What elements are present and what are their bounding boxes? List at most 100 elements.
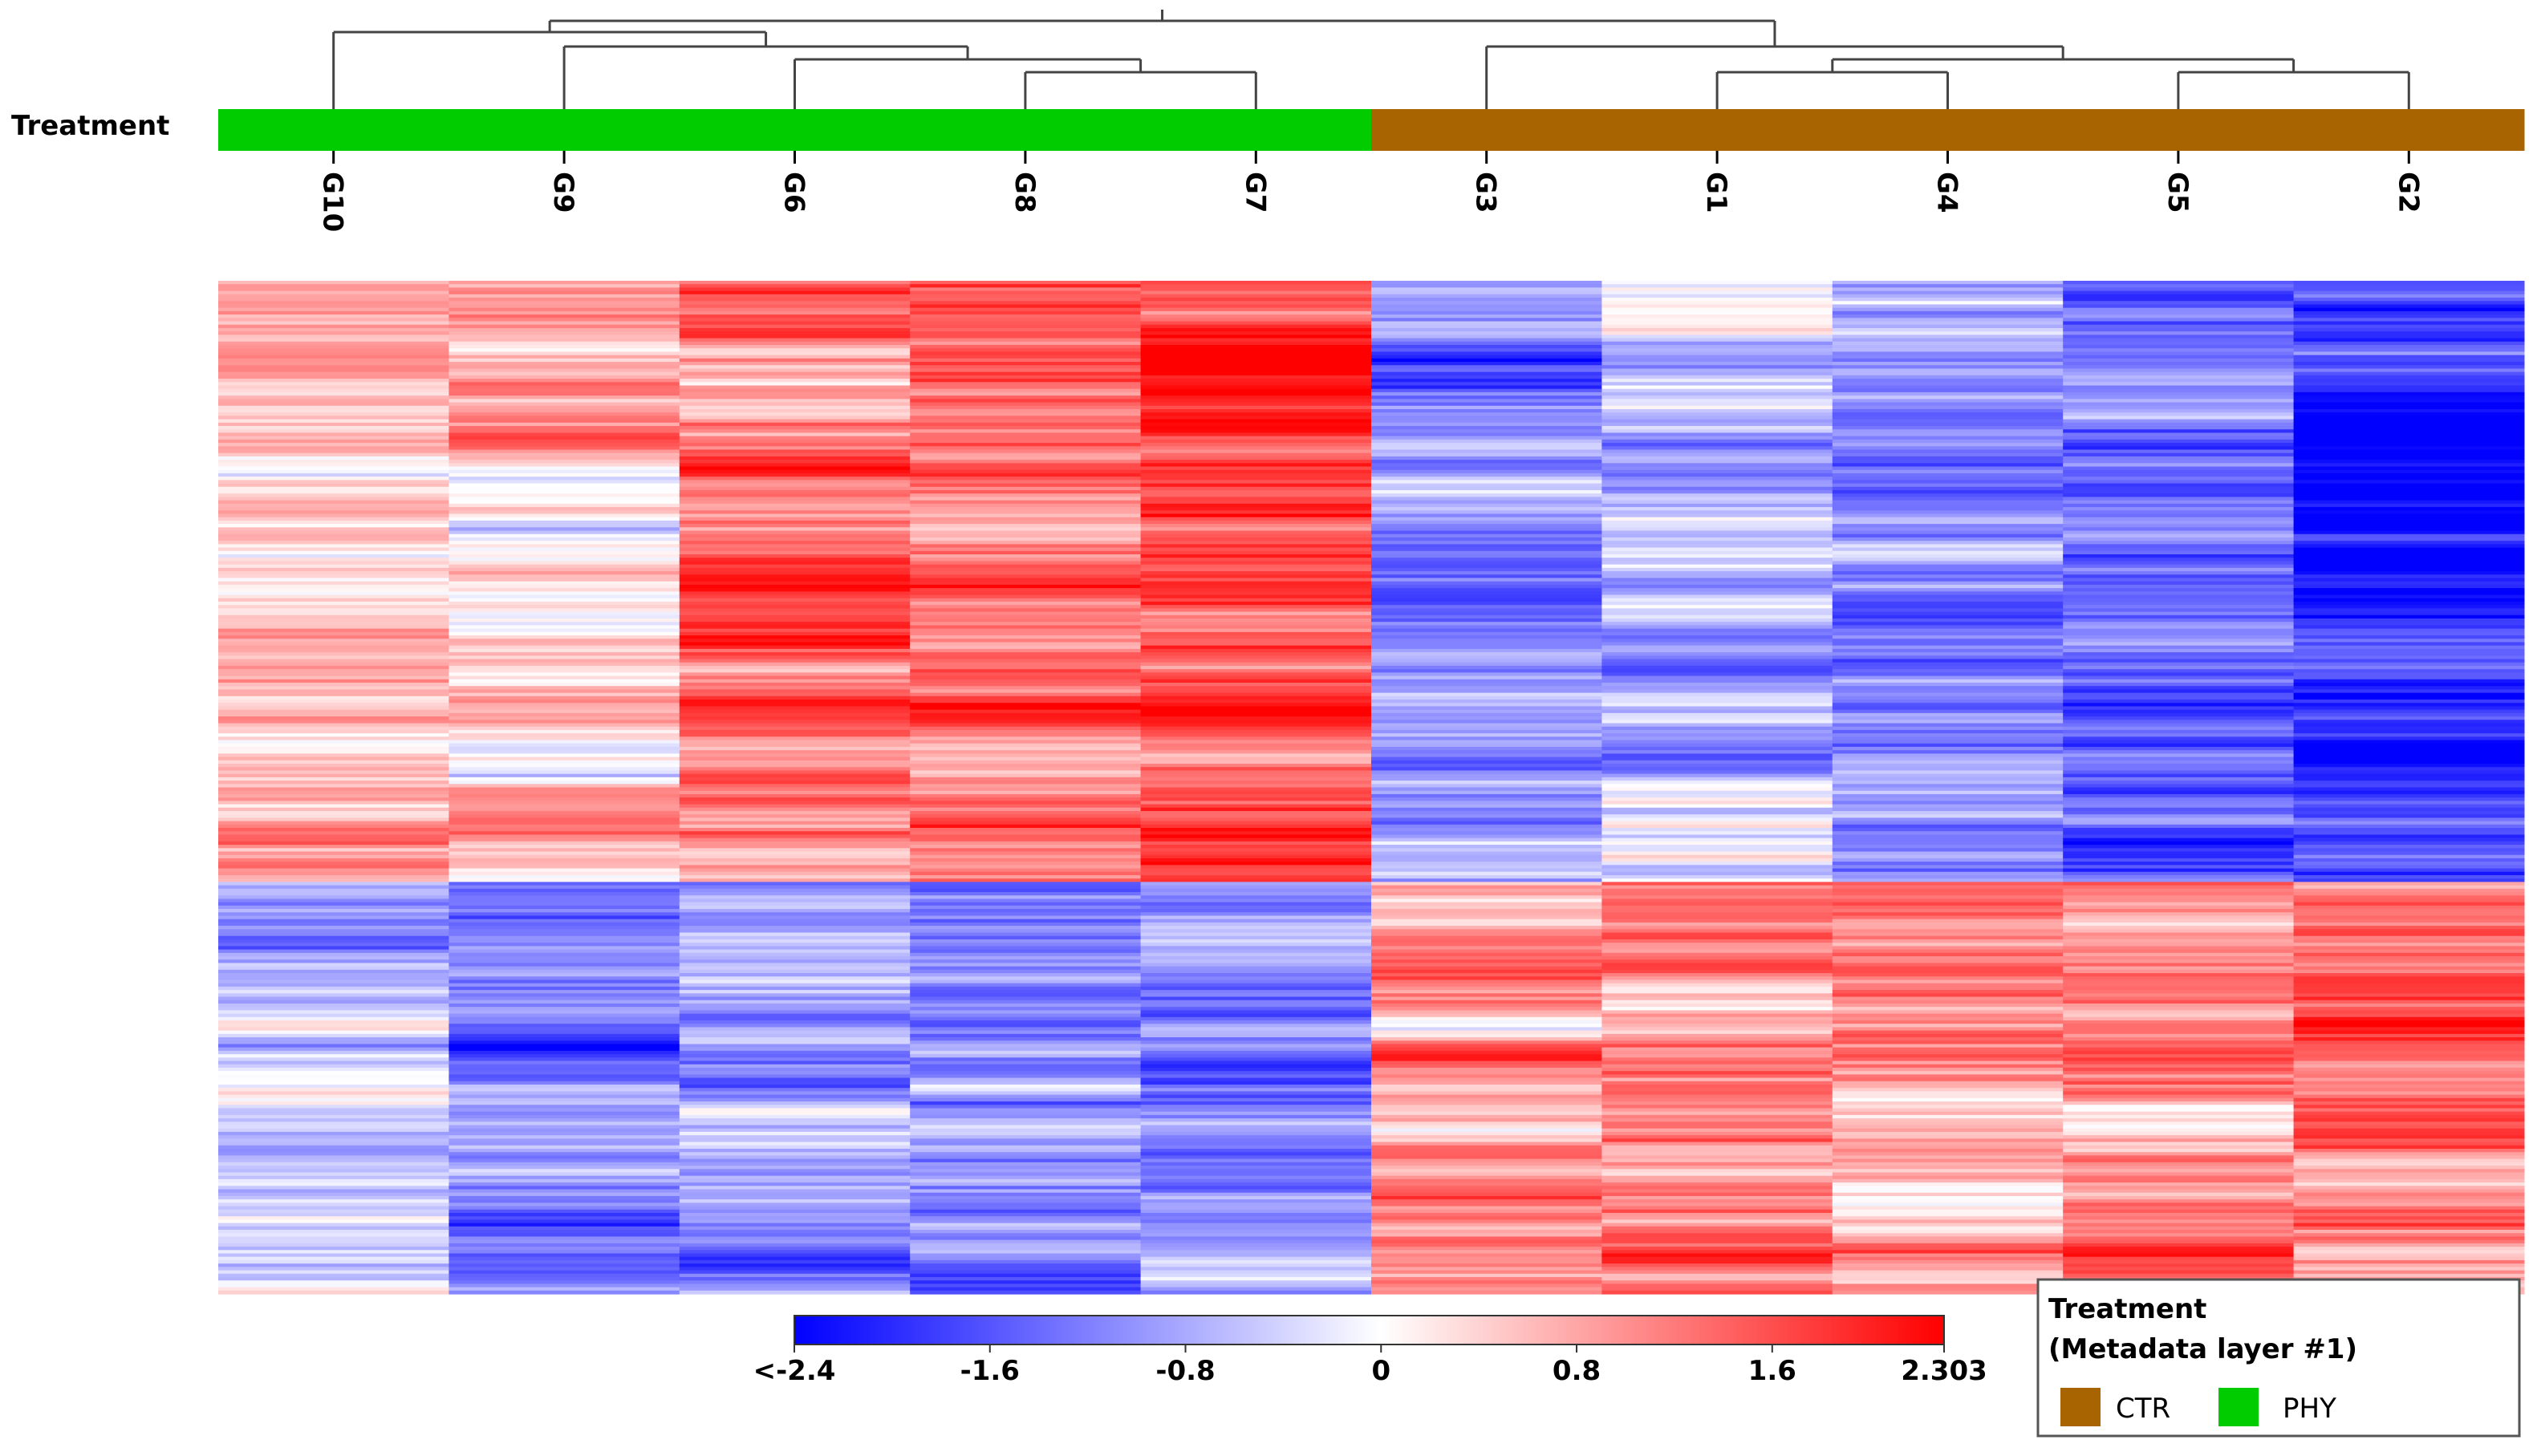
heatmap-cell <box>449 648 680 653</box>
heatmap-cell <box>218 854 449 859</box>
heatmap-cell <box>2293 790 2525 795</box>
heatmap-cell <box>1371 324 1602 329</box>
heatmap-cell <box>2293 318 2525 322</box>
heatmap-cell <box>2293 341 2525 346</box>
heatmap-cell <box>1371 507 1602 511</box>
heatmap-cell <box>910 513 1142 518</box>
heatmap-cell <box>1140 1081 1372 1085</box>
heatmap-cell <box>1832 652 2064 656</box>
heatmap-cell <box>1601 1128 1833 1133</box>
heatmap-cell <box>1140 1111 1372 1116</box>
heatmap-cell <box>2063 922 2295 927</box>
heatmap-cell <box>2063 1037 2295 1041</box>
heatmap-cell <box>1140 862 1372 866</box>
heatmap-cell <box>2063 472 2295 477</box>
heatmap-cell <box>910 672 1142 677</box>
heatmap-cell <box>2293 601 2525 606</box>
heatmap-cell <box>1601 412 1833 416</box>
heatmap-cell <box>1601 959 1833 964</box>
heatmap-cell <box>2293 1010 2525 1015</box>
heatmap-cell <box>1371 314 1602 318</box>
heatmap-cell <box>218 1094 449 1099</box>
heatmap-cell <box>2293 828 2525 832</box>
heatmap-cell <box>218 845 449 849</box>
heatmap-cell <box>2063 1094 2295 1099</box>
heatmap-cell <box>1832 996 2064 1001</box>
heatmap-cell <box>1140 1050 1372 1055</box>
heatmap-cell <box>1601 672 1833 677</box>
heatmap-cell <box>218 973 449 977</box>
heatmap-cell <box>910 746 1142 751</box>
heatmap-cell <box>910 1263 1142 1267</box>
heatmap-cell <box>2293 1223 2525 1227</box>
heatmap-cell <box>1371 452 1602 457</box>
heatmap-cell <box>910 335 1142 339</box>
heatmap-cell <box>1140 1000 1372 1004</box>
heatmap-cell <box>1371 1216 1602 1220</box>
heatmap-cell <box>679 1284 911 1288</box>
heatmap-cell <box>679 1263 911 1267</box>
heatmap-cell <box>679 584 911 589</box>
heatmap-cell <box>1140 1206 1372 1211</box>
heatmap-cell <box>2063 743 2295 748</box>
heatmap-cell <box>449 605 680 609</box>
heatmap-cell <box>1140 642 1372 647</box>
heatmap-cell <box>910 1131 1142 1136</box>
heatmap-cell <box>1371 1239 1602 1244</box>
heatmap-cell <box>2063 1071 2295 1075</box>
heatmap-cell <box>1371 544 1602 549</box>
heatmap-cell <box>449 513 680 518</box>
heatmap-cell <box>1371 581 1602 586</box>
heatmap-cell <box>218 828 449 832</box>
heatmap-cell <box>2293 1162 2525 1166</box>
heatmap-cell <box>2063 1226 2295 1231</box>
heatmap-cell <box>1601 537 1833 541</box>
heatmap-cell <box>1601 1027 1833 1032</box>
heatmap-cell <box>218 408 449 413</box>
heatmap-cell <box>910 777 1142 781</box>
heatmap-cell <box>1140 338 1372 343</box>
heatmap-cell <box>1371 1040 1602 1045</box>
heatmap-cell <box>1140 287 1372 292</box>
heatmap-cell <box>2293 469 2525 474</box>
heatmap-cell <box>1601 696 1833 700</box>
heatmap-cell <box>449 307 680 312</box>
heatmap-cell <box>1140 591 1372 596</box>
heatmap-cell <box>449 797 680 801</box>
heatmap-cell <box>1601 382 1833 387</box>
treatment-cell-g9 <box>449 109 680 151</box>
heatmap-cell <box>1371 689 1602 694</box>
heatmap-cell <box>679 395 911 399</box>
heatmap-cell <box>910 497 1142 501</box>
heatmap-cell <box>449 561 680 566</box>
heatmap-cell <box>910 608 1142 613</box>
heatmap-cell <box>2063 439 2295 444</box>
heatmap-cell <box>1601 449 1833 454</box>
heatmap-cell <box>1140 530 1372 535</box>
heatmap-cell <box>1140 878 1372 882</box>
heatmap-cell <box>1832 513 2064 518</box>
heatmap-cell <box>449 318 680 322</box>
heatmap-cell <box>1832 1003 2064 1008</box>
heatmap-cell <box>2293 1108 2525 1113</box>
heatmap-cell <box>910 564 1142 569</box>
heatmap-cell <box>2063 905 2295 910</box>
heatmap-cell <box>1601 1236 1833 1241</box>
heatmap-cell <box>679 547 911 552</box>
heatmap-cell <box>2063 858 2295 862</box>
heatmap-cell <box>679 558 911 562</box>
heatmap-cell <box>2293 581 2525 586</box>
heatmap-cell <box>1601 1162 1833 1166</box>
heatmap-cell <box>1371 1284 1602 1288</box>
heatmap-cell <box>910 365 1142 370</box>
heatmap-cell <box>1832 446 2064 451</box>
heatmap-cell <box>449 943 680 947</box>
heatmap-cell <box>1371 554 1602 558</box>
heatmap-cell <box>218 558 449 562</box>
heatmap-cell <box>218 362 449 366</box>
heatmap-cell <box>1140 567 1372 572</box>
heatmap-cell <box>2293 1071 2525 1075</box>
heatmap-cell <box>1140 976 1372 981</box>
heatmap-cell <box>2063 946 2295 951</box>
heatmap-cell <box>2293 446 2525 451</box>
